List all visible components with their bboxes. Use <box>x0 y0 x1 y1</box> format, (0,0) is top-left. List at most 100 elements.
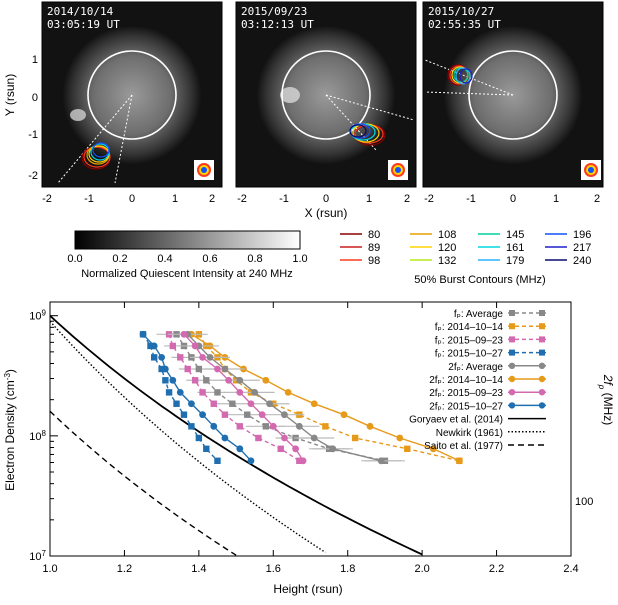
top-y-ticks: 1 0 -1 -2 <box>28 54 38 182</box>
data-point <box>292 445 300 453</box>
top-xtick: 0 <box>510 193 516 205</box>
data-point <box>147 342 154 350</box>
data-point <box>366 422 374 430</box>
colorbar-tick: 0.6 <box>202 253 217 265</box>
x-tick-label: 2.2 <box>489 563 504 575</box>
data-point <box>284 388 292 396</box>
y-tick-label: 107 <box>29 549 46 564</box>
legend-marker <box>539 323 545 330</box>
data-point <box>251 388 259 396</box>
legend-label: fₚ: 2015–10–27 <box>435 349 504 360</box>
series <box>139 331 221 464</box>
y-tick-label: 108 <box>29 428 46 443</box>
data-point <box>269 422 277 430</box>
colorbar-tick: 0.8 <box>247 253 262 265</box>
top-xtick: 1 <box>366 193 372 205</box>
data-point <box>180 411 188 418</box>
data-point <box>203 377 210 384</box>
x-tick-label: 2.0 <box>414 563 429 575</box>
series <box>195 331 463 464</box>
legend-label: 2fₚ: 2015–09–23 <box>429 388 503 399</box>
series <box>167 330 402 465</box>
data-point <box>195 434 203 442</box>
data-point <box>236 388 244 396</box>
data-point <box>173 400 180 407</box>
top-xtick: -1 <box>466 193 476 205</box>
panel-2-time: 03:12:13 UT <box>241 18 314 31</box>
data-point <box>199 389 206 396</box>
panel-3-date: 2015/10/27 <box>428 5 494 18</box>
legend-marker <box>508 402 516 409</box>
data-point <box>221 365 229 373</box>
data-point <box>188 423 195 430</box>
newkirk-curve <box>49 320 326 553</box>
series-line <box>175 333 386 462</box>
x-tick-label: 1.0 <box>42 563 57 575</box>
data-point <box>214 365 221 373</box>
image-panel-3: 2015/10/27 02:55:35 UT <box>422 1 604 188</box>
legend-label: fₚ: Average <box>454 309 504 320</box>
series-line <box>142 333 252 462</box>
data-point <box>404 445 411 453</box>
data-point <box>176 388 184 396</box>
data-point <box>295 422 303 430</box>
data-point <box>191 377 199 384</box>
legend-marker <box>509 323 515 330</box>
top-xtick: 2 <box>594 193 600 205</box>
top-xtick: -2 <box>424 193 434 205</box>
data-point <box>396 434 404 442</box>
legend-marker <box>539 336 545 343</box>
panel-1-date: 2014/10/14 <box>47 5 114 18</box>
x-tick-label: 2.4 <box>563 563 578 575</box>
goryaev-curve <box>49 315 423 556</box>
freq-legend-label: 179 <box>506 255 524 267</box>
data-point <box>180 330 188 338</box>
y-tick-label: 109 <box>29 308 46 323</box>
series-line <box>183 333 304 462</box>
top-xtick: -2 <box>42 193 52 205</box>
right-tick: 100 <box>575 496 593 508</box>
colorbar-label: Normalized Quiescent Intensity at 240 MH… <box>81 268 293 280</box>
image-panels: 2014/10/14 03:05:19 UT <box>3 1 604 220</box>
density-plot: 1.0 1.2 1.4 1.6 1.8 2.0 2.2 2.4 107 108 109 fₚ: Av… <box>3 301 616 596</box>
series <box>156 331 405 464</box>
legend-marker <box>538 375 546 383</box>
data-point <box>150 342 158 350</box>
freq-legend-label: 196 <box>573 229 591 241</box>
top-xtick: 0 <box>323 193 329 205</box>
legend-marker <box>538 362 546 369</box>
legend-label: fₚ: 2014–10–14 <box>435 322 504 333</box>
freq-legend-label: 132 <box>438 255 456 267</box>
top-ytick: -2 <box>28 170 38 182</box>
freq-legend-label: 98 <box>368 255 380 267</box>
legend-label: Goryaev et al. (2014) <box>409 415 503 426</box>
top-ytick: -1 <box>28 129 38 141</box>
data-point <box>247 457 255 465</box>
panel-3-time: 02:55:35 UT <box>428 18 501 31</box>
legend-label: 2fₚ: 2014–10–14 <box>429 375 503 386</box>
top-ytick: 0 <box>32 92 38 104</box>
data-point <box>221 411 229 418</box>
data-point <box>351 434 359 442</box>
data-point <box>221 434 229 442</box>
legend-label: Newkirk (1961) <box>436 428 503 439</box>
series <box>180 330 307 465</box>
data-point <box>188 400 195 408</box>
data-point <box>281 434 288 442</box>
data-point <box>169 342 177 350</box>
top-xtick: 2 <box>404 193 410 205</box>
top-xtick: 2 <box>209 193 215 205</box>
top-xtick: -1 <box>84 193 94 205</box>
data-point <box>195 365 203 373</box>
right-axis-label: 2fp (MHz) <box>598 374 616 425</box>
legend-marker <box>509 336 515 343</box>
contour-label: 50% Burst Contours (MHz) <box>414 274 545 286</box>
freq-legend-label: 89 <box>368 242 380 254</box>
data-point <box>191 342 199 350</box>
data-point <box>310 400 318 408</box>
series-layer <box>139 330 463 465</box>
data-point <box>299 457 307 465</box>
x-tick-label: 1.6 <box>266 563 281 575</box>
